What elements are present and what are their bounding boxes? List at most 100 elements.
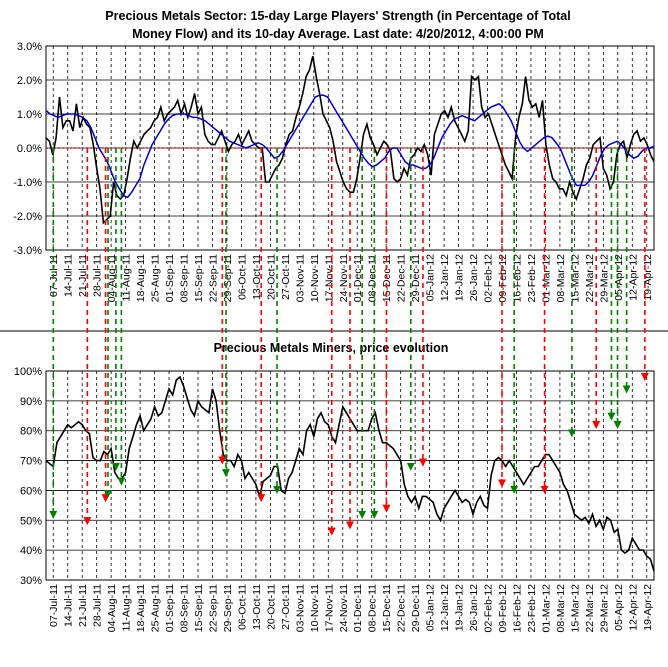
bottom-y-tick-label: 40% [20,545,42,557]
top-x-tick-label: 19-Apr-12 [642,254,654,301]
arrow-overlay [49,148,649,536]
top-x-tick-label: 15-Sep-11 [193,254,205,302]
bottom-x-tick-label: 15-Sep-11 [193,584,205,632]
top-x-tick-label: 22-Mar-12 [584,254,596,303]
top-x-tick-label: 22-Dec-11 [396,254,408,302]
top-x-tick-label: 05-Apr-12 [613,254,625,301]
bottom-x-tick-label: 08-Dec-11 [367,584,379,632]
top-x-tick-label: 27-Oct-11 [280,254,292,300]
top-x-tick-label: 11-Aug-11 [121,254,133,302]
bottom-y-tick-label: 60% [20,485,42,497]
top-x-tick-label: 09-Feb-12 [497,254,509,303]
bottom-x-tick-label: 06-Oct-11 [236,584,248,630]
top-x-tick-label: 19-Jan-12 [454,254,466,301]
top-y-tick-label: 1.0% [17,109,42,121]
top-x-tick-label: 25-Aug-11 [150,254,162,302]
bottom-x-tick-label: 11-Aug-11 [121,584,133,632]
top-x-tick-label: 21-Jul-11 [77,254,89,297]
top-chart-title-line1: Precious Metals Sector: 15-day Large Pla… [105,9,570,23]
bottom-x-tick-label: 22-Dec-11 [396,584,408,632]
bottom-x-tick-label: 17-Nov-11 [323,584,335,632]
bottom-x-tick-label: 15-Mar-12 [569,584,581,633]
bottom-x-tick-label: 20-Oct-11 [265,584,277,630]
bottom-x-tick-label: 01-Mar-12 [540,584,552,633]
bottom-x-tick-label: 12-Jan-12 [439,584,451,631]
bottom-x-tick-label: 09-Feb-12 [497,584,509,633]
bottom-x-tick-label: 12-Apr-12 [627,584,639,631]
bottom-y-tick-label: 30% [20,575,42,587]
top-x-tick-label: 26-Jan-12 [468,254,480,301]
top-x-tick-label: 20-Oct-11 [265,254,277,300]
bottom-x-tick-label: 15-Dec-11 [381,584,393,632]
top-x-tick-label: 03-Nov-11 [294,254,306,302]
top-x-tick-label: 24-Nov-11 [338,254,350,302]
bottom-y-tick-label: 80% [20,426,42,438]
top-series-line-average [45,94,655,199]
bottom-x-tick-label: 22-Sep-11 [207,584,219,632]
bottom-x-tick-label: 27-Oct-11 [280,584,292,630]
bottom-x-tick-label: 01-Dec-11 [352,584,364,632]
top-x-tick-label: 13-Oct-11 [251,254,263,300]
top-x-tick-label: 08-Mar-12 [555,254,567,303]
bottom-x-tick-label: 01-Sep-11 [164,584,176,632]
top-x-tick-label: 01-Mar-12 [540,254,552,303]
bottom-x-tick-label: 24-Nov-11 [338,584,350,632]
bottom-x-tick-label: 22-Mar-12 [584,584,596,633]
bottom-x-tick-label: 08-Sep-11 [179,584,191,632]
bottom-x-tick-label: 19-Jan-12 [454,584,466,631]
top-x-tick-label: 17-Nov-11 [323,254,335,302]
top-y-tick-label: -2.0% [13,211,42,223]
top-x-tick-label: 29-Sep-11 [222,254,234,302]
bottom-x-tick-label: 29-Mar-12 [598,584,610,633]
top-x-tick-label: 29-Mar-12 [598,254,610,303]
top-x-tick-label: 14-Jul-11 [63,254,75,297]
bottom-x-tick-label: 10-Nov-11 [309,584,321,632]
top-x-tick-label: 16-Feb-12 [511,254,523,303]
bottom-y-tick-label: 50% [20,515,42,527]
top-x-tick-label: 05-Jan-12 [425,254,437,301]
bottom-x-tick-label: 14-Jul-11 [63,584,75,627]
top-x-tick-label: 12-Jan-12 [439,254,451,301]
bottom-x-tick-label: 13-Oct-11 [251,584,263,630]
bottom-x-tick-label: 29-Dec-11 [410,584,422,632]
top-x-tick-label: 08-Sep-11 [179,254,191,302]
top-y-tick-label: -3.0% [13,245,42,257]
bottom-x-tick-label: 05-Apr-12 [613,584,625,631]
top-x-tick-label: 23-Feb-12 [526,254,538,303]
top-x-tick-label: 10-Nov-11 [309,254,321,302]
bottom-x-tick-label: 08-Mar-12 [555,584,567,633]
bottom-x-tick-label: 05-Jan-12 [425,584,437,631]
top-y-tick-label: 2.0% [17,75,42,87]
top-series-line-strength [45,56,655,225]
top-x-tick-label: 01-Dec-11 [352,254,364,302]
bottom-x-tick-label: 23-Feb-12 [526,584,538,633]
top-chart-title-line2: Money Flow) and its 10-day Average. Last… [132,27,544,41]
bottom-y-tick-label: 70% [20,456,42,468]
bottom-x-tick-label: 03-Nov-11 [294,584,306,632]
bottom-y-tick-label: 100% [14,366,42,378]
top-x-tick-label: 07-Jul-11 [48,254,60,297]
top-x-tick-label: 18-Aug-11 [135,254,147,302]
bottom-y-tick-label: 90% [20,396,42,408]
bottom-x-tick-label: 29-Sep-11 [222,584,234,632]
top-x-tick-label: 08-Dec-11 [367,254,379,302]
bottom-plot-area: 30% 40% 50% 60% 70% 80% 90% 100% 07-Jul-11 14-Jul… [14,366,655,633]
bottom-x-tick-label: 28-Jul-11 [92,584,104,627]
top-y-tick-label: 0.0% [17,143,42,155]
top-y-tick-label: 3.0% [17,41,42,53]
bottom-x-tick-label: 25-Aug-11 [150,584,162,632]
bottom-x-tick-label: 04-Aug-11 [106,584,118,632]
top-y-tick-label: -1.0% [13,177,42,189]
top-x-tick-label: 12-Apr-12 [627,254,639,301]
top-x-tick-label: 01-Sep-11 [164,254,176,302]
bottom-x-tick-label: 19-Apr-12 [642,584,654,631]
top-x-tick-label: 29-Dec-11 [410,254,422,302]
bottom-x-tick-label: 02-Feb-12 [483,584,495,633]
bottom-x-tick-label: 16-Feb-12 [511,584,523,633]
top-x-tick-label: 06-Oct-11 [236,254,248,300]
bottom-x-tick-label: 21-Jul-11 [77,584,89,627]
bottom-x-tick-label: 07-Jul-11 [48,584,60,627]
top-x-tick-label: 28-Jul-11 [92,254,104,297]
bottom-x-tick-label: 26-Jan-12 [468,584,480,631]
